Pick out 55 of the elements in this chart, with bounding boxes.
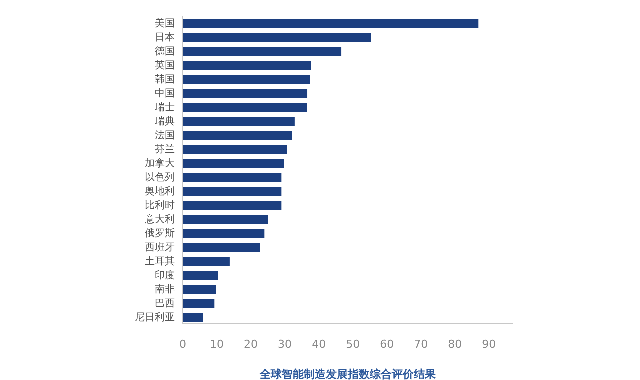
- y-tick-label: 尼日利亚: [135, 312, 175, 324]
- bar: [183, 299, 215, 308]
- y-tick-label: 英国: [155, 60, 175, 72]
- x-tick-label: 60: [380, 338, 394, 351]
- y-tick-label: 加拿大: [145, 158, 175, 170]
- x-tick-label: 70: [414, 338, 428, 351]
- y-tick-label: 德国: [155, 46, 175, 58]
- bar: [183, 47, 342, 56]
- x-tick-label: 10: [210, 338, 224, 351]
- x-tick-label: 30: [278, 338, 292, 351]
- bar: [183, 215, 268, 224]
- bar: [183, 229, 265, 238]
- y-tick-label: 俄罗斯: [145, 228, 175, 240]
- bar: [183, 257, 230, 266]
- y-tick-label: 西班牙: [145, 242, 175, 254]
- y-tick-label: 瑞典: [155, 116, 175, 128]
- bar: [183, 187, 282, 196]
- bar: [183, 159, 284, 168]
- x-tick-label: 80: [448, 338, 462, 351]
- x-tick-label: 0: [180, 338, 186, 351]
- y-tick-label: 美国: [155, 18, 175, 30]
- bar: [183, 131, 292, 140]
- bar: [183, 145, 288, 154]
- bar: [183, 173, 282, 182]
- bar: [183, 33, 372, 42]
- y-tick-label: 比利时: [145, 200, 175, 212]
- bar: [183, 271, 218, 280]
- bar: [183, 313, 204, 322]
- bar: [183, 75, 310, 84]
- bar: [183, 243, 260, 252]
- x-tick-label: 40: [312, 338, 326, 351]
- y-tick-label: 中国: [155, 88, 175, 100]
- bar: [183, 19, 479, 28]
- bar: [183, 89, 308, 98]
- y-tick-label: 奥地利: [145, 186, 175, 198]
- bar: [183, 285, 216, 294]
- y-tick-label: 日本: [155, 32, 175, 44]
- bar: [183, 201, 282, 210]
- y-tick-label: 芬兰: [155, 144, 175, 156]
- x-tick-label: 50: [346, 338, 360, 351]
- y-tick-label: 法国: [155, 130, 175, 142]
- bar: [183, 61, 312, 70]
- bar: [183, 117, 295, 126]
- y-tick-label: 印度: [155, 270, 175, 282]
- y-tick-label: 南非: [155, 284, 175, 296]
- x-tick-label: 20: [244, 338, 258, 351]
- y-tick-label: 意大利: [144, 214, 175, 226]
- bar: [183, 103, 308, 112]
- x-axis-title: 全球智能制造发展指数综合评价结果: [259, 368, 437, 380]
- y-tick-label: 土耳其: [145, 256, 175, 268]
- y-tick-label: 以色列: [145, 172, 175, 184]
- y-tick-label: 韩国: [155, 74, 175, 86]
- x-tick-label: 90: [482, 338, 496, 351]
- y-tick-label: 巴西: [155, 298, 175, 310]
- y-tick-label: 瑞士: [155, 102, 175, 114]
